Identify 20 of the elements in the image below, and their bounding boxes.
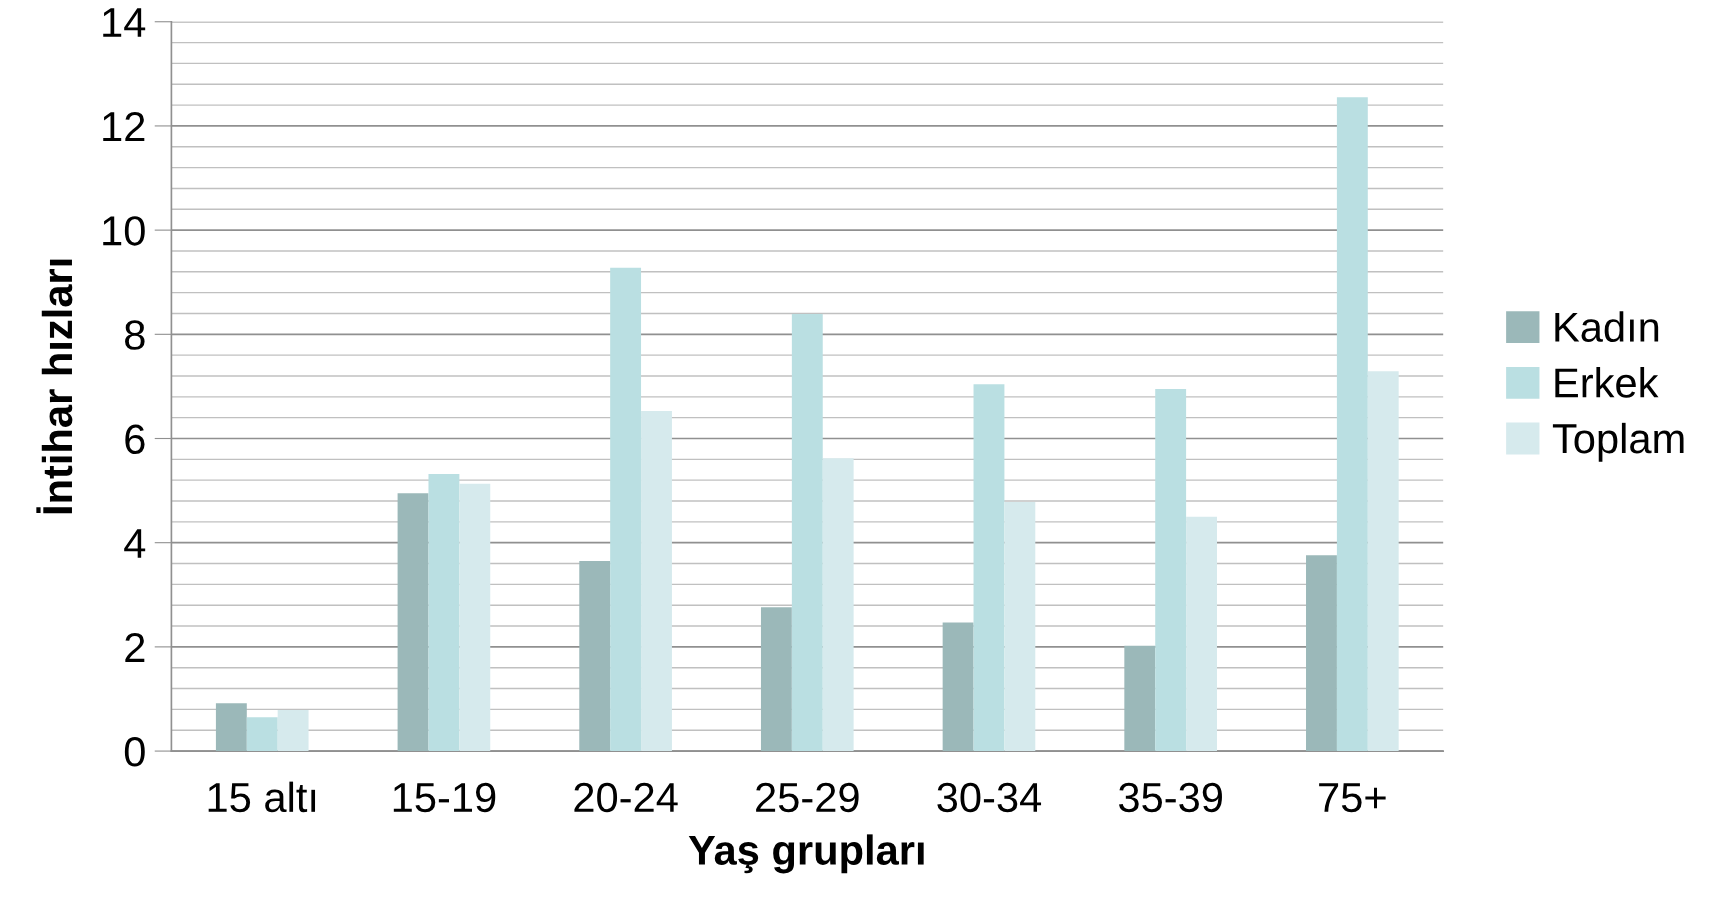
y-tick-label: 8 bbox=[125, 320, 145, 350]
y-tick-label: 6 bbox=[125, 424, 145, 455]
y-tick-label: 4 bbox=[124, 529, 146, 558]
x-tick-label: 20-24 bbox=[574, 782, 678, 813]
x-axis-title: Yaş grupları bbox=[688, 834, 924, 874]
x-tick-label: 75+ bbox=[1319, 783, 1386, 813]
legend-label: Kadın bbox=[1555, 311, 1659, 342]
x-tick-label: 30-34 bbox=[937, 782, 1042, 813]
legend-label: Toplam bbox=[1552, 422, 1684, 462]
x-tick-label: 15-19 bbox=[393, 782, 496, 813]
y-tick-label: 12 bbox=[103, 111, 145, 142]
y-tick-label: 10 bbox=[103, 216, 145, 246]
y-axis-title: İntihar hızları bbox=[36, 259, 73, 514]
y-tick-label: 0 bbox=[124, 737, 145, 767]
x-tick-label: 15 altı bbox=[208, 781, 316, 813]
legend-label: Erkek bbox=[1555, 367, 1659, 398]
x-tick-label: 25-29 bbox=[756, 782, 859, 813]
y-tick-label: 14 bbox=[103, 8, 146, 37]
x-tick-label: 35-39 bbox=[1118, 782, 1222, 813]
y-tick-label: 2 bbox=[125, 632, 145, 662]
